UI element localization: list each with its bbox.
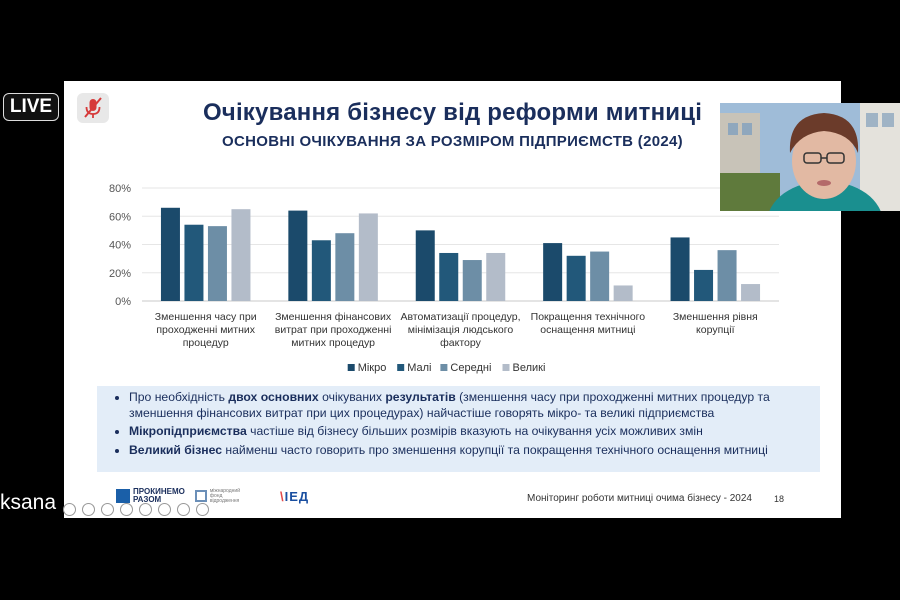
legend-swatch [440, 364, 448, 371]
legend-label: Великі [513, 362, 546, 374]
participant-name-label: ksana [0, 491, 57, 514]
finding-text: частіше від бізнесу більших розмірів вка… [246, 424, 703, 438]
bar [613, 285, 633, 301]
finding-bold-text: Мікропідприємства [129, 424, 247, 438]
bar [486, 252, 506, 301]
x-category-label: Зменшення рівня [673, 311, 758, 323]
legend-label: Мікро [358, 362, 387, 374]
player-controls [63, 503, 209, 516]
control-icon[interactable] [63, 503, 76, 516]
finding-item: Мікропідприємства частіше від бізнесу бі… [129, 424, 810, 440]
finding-bold-text: результатів [385, 390, 456, 404]
findings-list: Про необхідність двох основних очікувани… [117, 390, 810, 458]
control-icon[interactable] [82, 503, 95, 516]
x-category-label: оснащення митниці [540, 324, 635, 336]
finding-bold-text: Великий бізнес [129, 442, 223, 457]
bar [694, 269, 714, 301]
live-badge: LIVE [3, 93, 59, 121]
finding-text: (зменшення часу при проходженні митних п… [129, 390, 770, 420]
y-tick-label: 0% [115, 296, 131, 308]
bar [207, 226, 227, 301]
webcam-video [720, 103, 900, 211]
x-category-label: Покращення технічного [531, 311, 646, 323]
top-black-bar [0, 0, 900, 70]
finding-text: Про необхідність [129, 390, 229, 404]
bar [358, 213, 378, 301]
y-tick-label: 60% [109, 211, 131, 223]
x-category-label: Зменшення часу при [155, 311, 257, 323]
legend-label: Середні [450, 362, 491, 374]
y-tick-label: 80% [109, 183, 131, 195]
x-category-label: корупції [696, 324, 735, 336]
slide-page-number: 18 [774, 494, 785, 504]
finding-item: Великий бізнес найменш часто говорить пр… [129, 443, 810, 459]
ied-logo: \ІЕД [280, 488, 310, 504]
finding-text: найменш часто говорить про зменшення кор… [222, 442, 768, 457]
presentation-slide: Очікування бізнесу від реформи митниці О… [64, 81, 841, 518]
x-category-label: Зменшення фінансових [275, 311, 392, 323]
x-category-label: мінімізація людського [408, 324, 514, 336]
x-category-label: витрат при проходженні [275, 324, 392, 336]
y-tick-label: 40% [109, 240, 131, 252]
x-category-label: митних процедур [291, 337, 375, 349]
bar [160, 207, 180, 301]
legend-swatch [502, 364, 510, 371]
prokynemo-razom-logo: ПРОКИНЕМО РАЗОМ [116, 488, 185, 504]
x-category-label: фактору [440, 337, 481, 349]
x-category-label: процедур [183, 337, 229, 349]
bar-chart: 0% 20% 40% 60% 80% Зменшення часу припроходже… [109, 183, 779, 374]
bar [288, 210, 308, 301]
x-category-label: проходженні митних [156, 324, 255, 336]
bar [590, 251, 610, 301]
finding-item: Про необхідність двох основних очікувани… [129, 390, 810, 421]
bottom-black-bar [0, 520, 900, 600]
bar [543, 243, 563, 301]
y-tick-label: 20% [109, 268, 131, 280]
bar [670, 237, 690, 301]
control-icon[interactable] [196, 503, 209, 516]
irf-logo: міжнародний фонд відродження [194, 488, 240, 504]
partner-logos: ПРОКИНЕМО РАЗОМ міжнародний фонд відродженн… [116, 486, 309, 506]
control-icon[interactable] [120, 503, 133, 516]
speaker-video-frame [720, 103, 900, 211]
mic-muted-button[interactable] [77, 93, 109, 123]
finding-bold-text: двох основних [228, 390, 319, 404]
legend-swatch [397, 364, 405, 371]
bar [311, 240, 331, 301]
control-icon[interactable] [177, 503, 190, 516]
legend-label: Малі [407, 362, 431, 374]
bar [184, 224, 204, 301]
bar [335, 233, 355, 301]
finding-text: очікуваних [318, 390, 386, 404]
bar [566, 255, 586, 301]
slide-subtitle: ОСНОВНІ ОЧІКУВАННЯ ЗА РОЗМІРОМ ПІДПРИЄМС… [222, 133, 683, 150]
mic-off-icon [84, 97, 102, 118]
irf-mark-icon [194, 490, 207, 502]
control-icon[interactable] [101, 503, 114, 516]
bar [415, 230, 435, 301]
prokynemo-mark-icon [116, 489, 130, 503]
control-icon[interactable] [139, 503, 152, 516]
key-findings-box: Про необхідність двох основних очікувани… [97, 386, 820, 472]
control-icon[interactable] [158, 503, 171, 516]
bar [439, 252, 459, 301]
bar [717, 250, 737, 301]
bar [231, 209, 251, 301]
legend-swatch [347, 364, 355, 371]
bar [462, 260, 482, 301]
x-category-label: Автоматизації процедур, [400, 311, 520, 323]
slide-footer: Моніторинг роботи митниці очима бізнесу … [527, 493, 752, 504]
bar [741, 284, 761, 301]
slide-title: Очікування бізнесу від реформи митниці [202, 99, 703, 126]
